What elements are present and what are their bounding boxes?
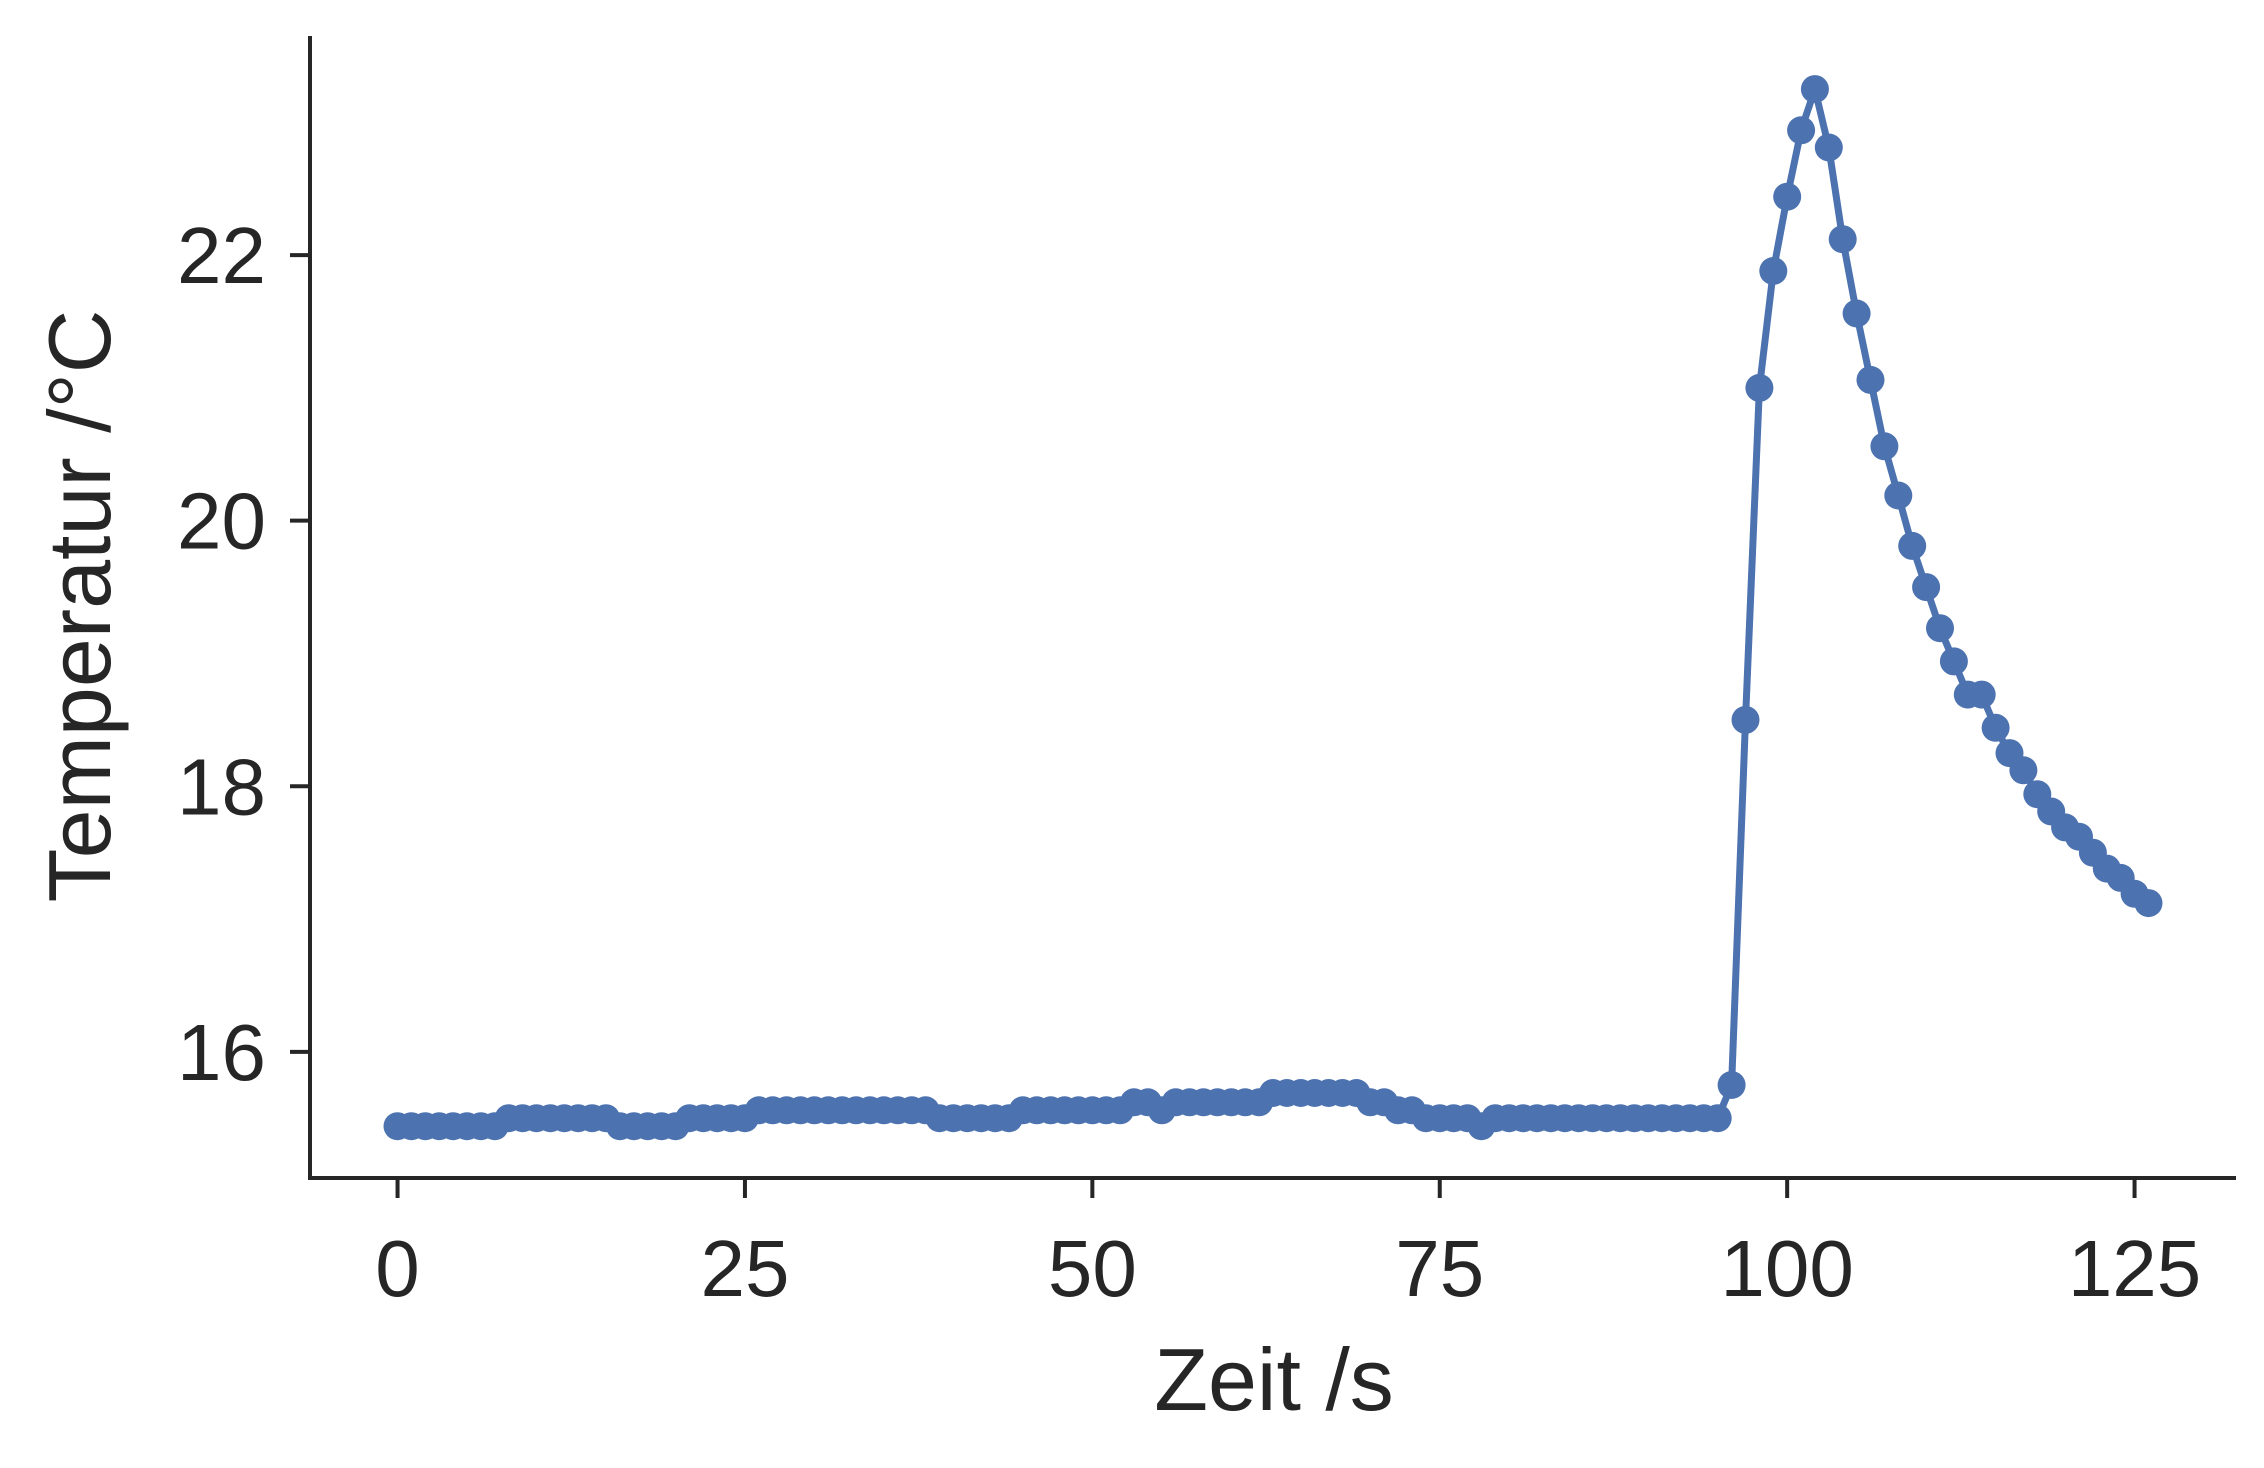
- y-tick-label: 16: [177, 1008, 266, 1097]
- x-tick-label: 25: [700, 1224, 789, 1313]
- data-point: [1884, 481, 1913, 510]
- y-tick-label: 20: [177, 477, 266, 566]
- data-point: [1717, 1071, 1746, 1099]
- y-axis-label: Temperatur /°C: [30, 310, 129, 903]
- x-tick-label: 75: [1395, 1224, 1484, 1313]
- axes: [308, 36, 2236, 1180]
- data-point: [1939, 647, 1968, 676]
- data-point: [1800, 75, 1829, 104]
- x-tick-label: 125: [2068, 1224, 2201, 1313]
- data-point: [1842, 299, 1871, 328]
- data-point: [1912, 573, 1941, 602]
- data-point: [1814, 133, 1843, 162]
- data-point: [1898, 531, 1927, 560]
- series-line: [397, 85, 2151, 1130]
- data-point: [2134, 889, 2163, 918]
- x-tick-label: 100: [1720, 1224, 1853, 1313]
- data-point: [1967, 680, 1996, 709]
- data-point: [1731, 705, 1760, 734]
- x-axis-label: Zeit /s: [1154, 1330, 1394, 1429]
- plot-marks: [383, 75, 2163, 1141]
- data-point: [1773, 182, 1802, 211]
- data-point: [2009, 756, 2038, 785]
- data-point: [1745, 373, 1774, 402]
- y-tick-label: 18: [177, 742, 266, 831]
- data-point: [1870, 432, 1899, 461]
- x-tick-label: 0: [375, 1224, 420, 1313]
- data-point: [1981, 713, 2010, 742]
- data-point: [1828, 225, 1857, 254]
- tick-group: 0 25 50 75 100 125 16 18 20 22: [177, 211, 2201, 1313]
- data-point: [1856, 365, 1885, 394]
- x-tick-label: 50: [1048, 1224, 1137, 1313]
- data-point: [1759, 257, 1788, 285]
- data-point: [1787, 116, 1816, 145]
- data-point: [1703, 1104, 1732, 1133]
- data-point: [1926, 614, 1954, 643]
- y-tick-label: 22: [177, 211, 266, 300]
